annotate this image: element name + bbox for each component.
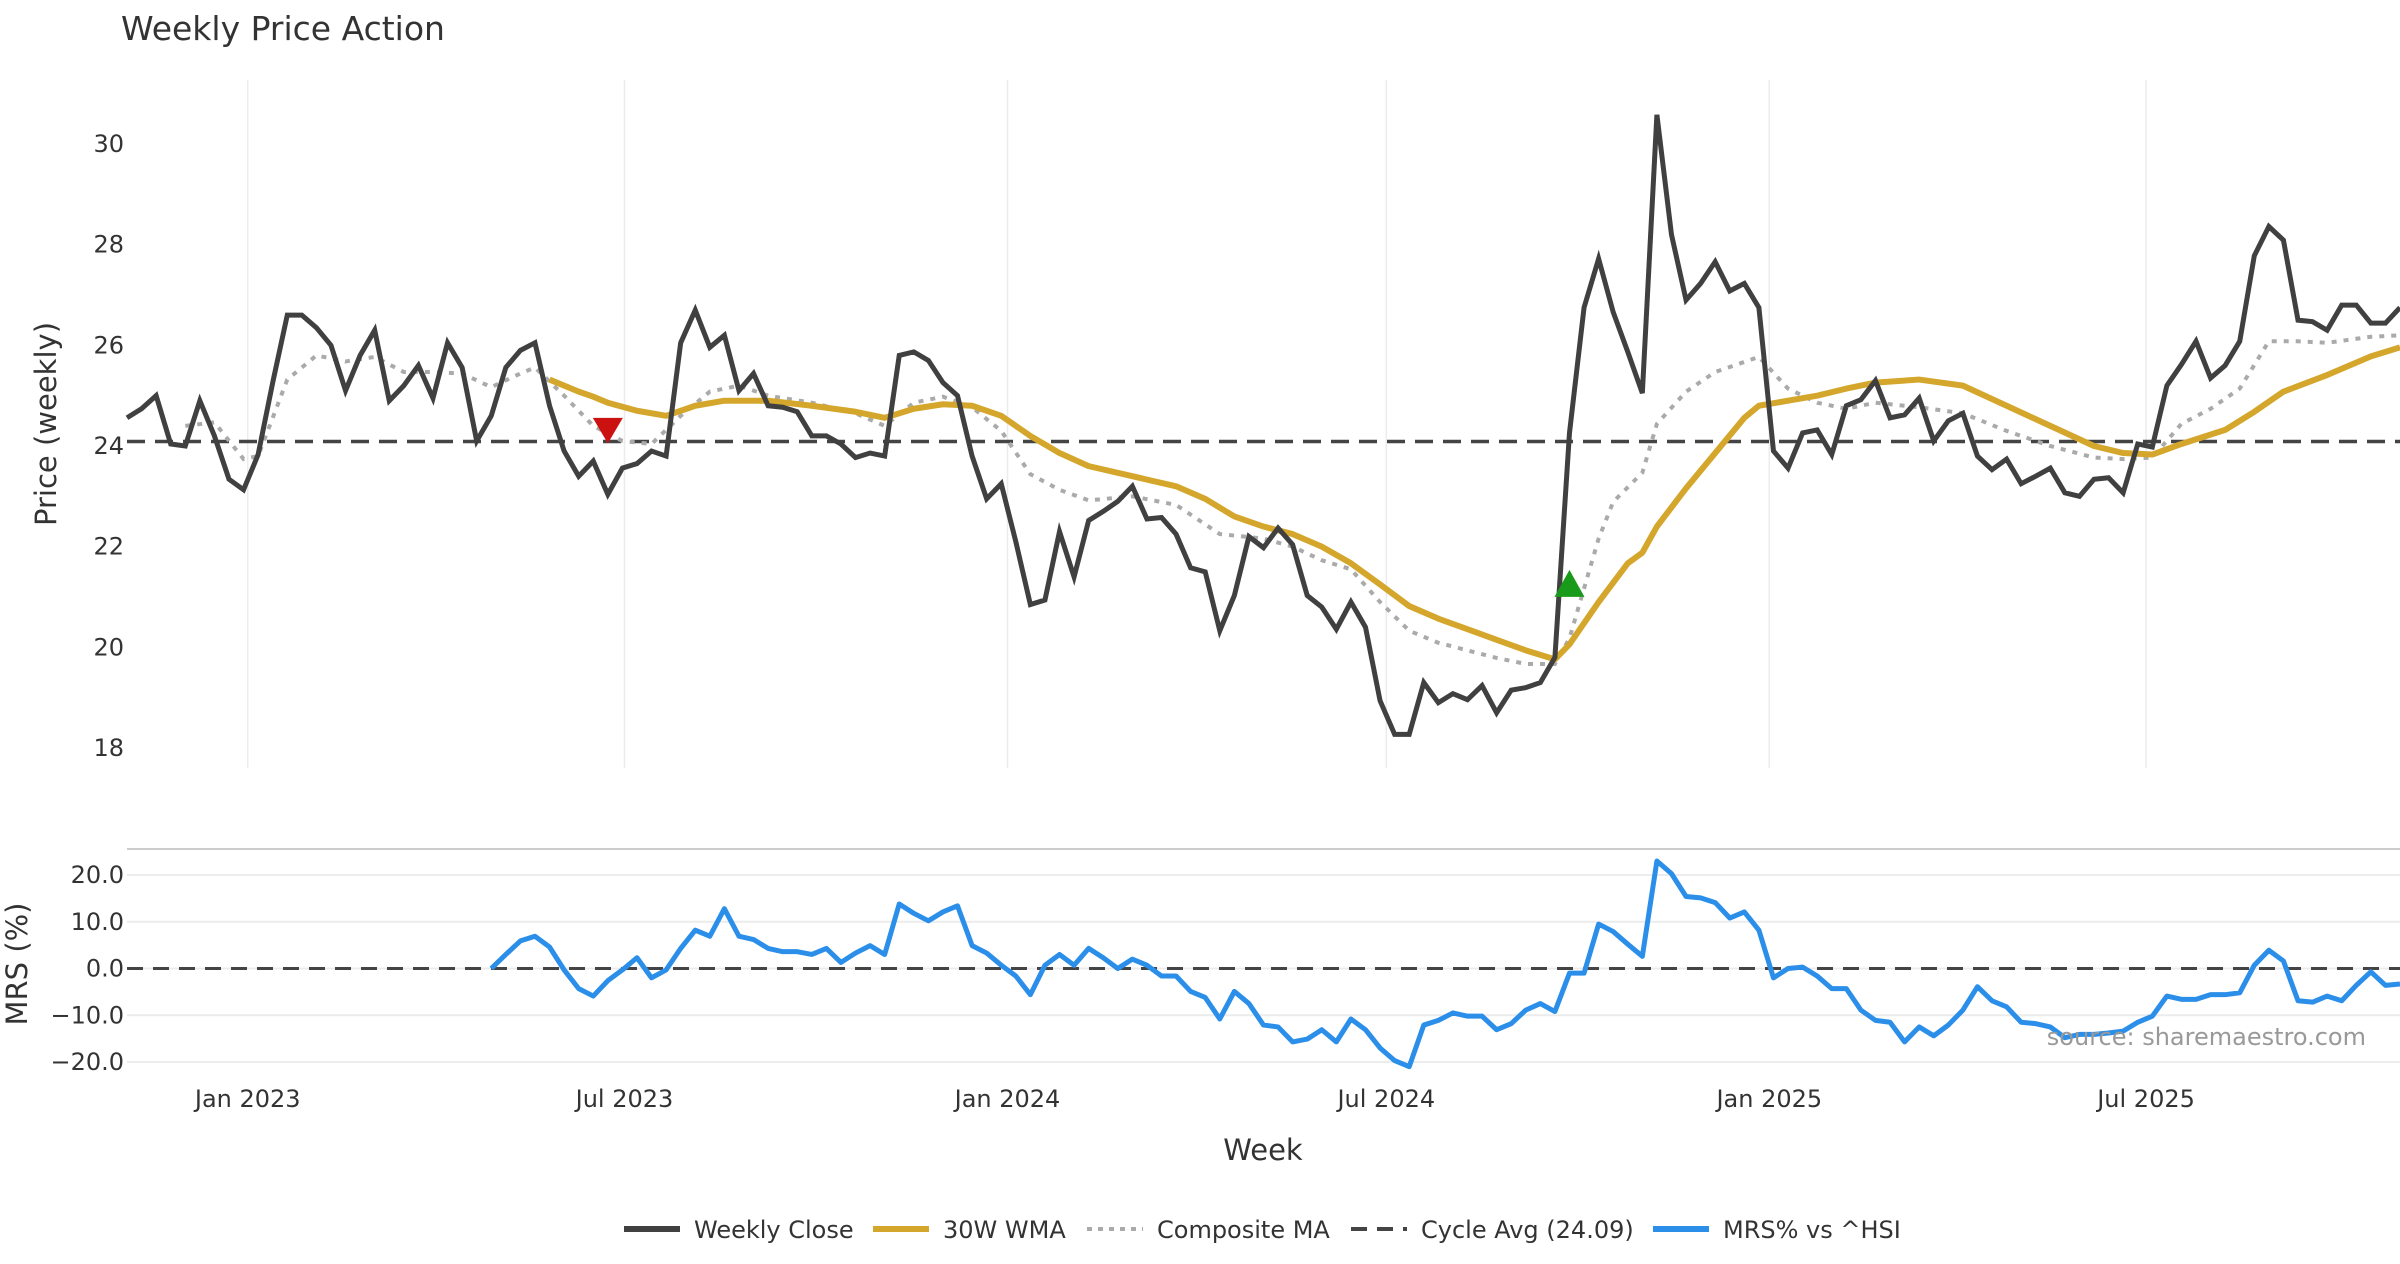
mrs-y-ticks: 20.0 10.0 0.0 −10.0 −20.0 (50, 861, 124, 1076)
chart-title: Weekly Price Action (121, 9, 445, 48)
x-tick-label: Jan 2023 (193, 1085, 301, 1113)
x-tick-label: Jan 2024 (953, 1085, 1061, 1113)
x-tick-label: Jul 2024 (1335, 1085, 1435, 1113)
mrs-y-tick-label: 0.0 (86, 955, 124, 983)
price-gridlines (246, 80, 2147, 768)
price-series (125, 114, 2400, 737)
x-ticks: Jan 2023 Jul 2023 Jan 2024 Jul 2024 Jan 2025… (193, 1085, 2195, 1113)
legend-label: Weekly Close (694, 1216, 854, 1244)
buy-signal-marker (1554, 569, 1585, 597)
weekly-close-line (125, 114, 2400, 737)
legend-label: Cycle Avg (24.09) (1421, 1216, 1634, 1244)
mrs-y-tick-label: −20.0 (50, 1048, 124, 1076)
price-y-tick-label: 20 (93, 633, 124, 661)
mrs-y-tick-label: 10.0 (71, 908, 124, 936)
x-axis-label: Week (1223, 1133, 1303, 1167)
price-y-tick-label: 26 (93, 331, 124, 359)
legend-label: Composite MA (1157, 1216, 1330, 1244)
price-y-tick-label: 24 (93, 432, 124, 460)
legend-item: Weekly Close (624, 1216, 854, 1244)
sell-signal-marker (592, 417, 623, 444)
wma-30w-line (548, 344, 2400, 663)
legend-item: 30W WMA (873, 1216, 1066, 1244)
mrs-y-tick-label: −10.0 (50, 1001, 124, 1029)
composite-ma-line (185, 333, 2400, 666)
mrs-y-axis-label: MRS (%) (0, 903, 34, 1026)
legend-item: MRS% vs ^HSI (1653, 1216, 1901, 1244)
source-annotation: source: sharemaestro.com (2047, 1023, 2366, 1051)
mrs-line (489, 858, 2400, 1070)
price-y-tick-label: 28 (93, 231, 124, 259)
price-y-tick-label: 18 (93, 734, 124, 762)
price-y-tick-label: 22 (93, 533, 124, 561)
legend: Weekly Close 30W WMA Composite MA Cycle Avg… (624, 1216, 1901, 1244)
x-tick-label: Jul 2025 (2095, 1085, 2195, 1113)
price-y-axis-label: Price (weekly) (29, 322, 63, 526)
mrs-y-tick-label: 20.0 (71, 861, 124, 889)
price-y-ticks: 18 20 22 24 26 28 30 (93, 130, 124, 762)
x-tick-label: Jul 2023 (574, 1085, 674, 1113)
legend-item: Composite MA (1087, 1216, 1330, 1244)
price-y-tick-label: 30 (93, 130, 124, 158)
x-tick-label: Jan 2025 (1714, 1085, 1822, 1113)
legend-label: 30W WMA (943, 1216, 1066, 1244)
legend-item: Cycle Avg (24.09) (1351, 1216, 1634, 1244)
legend-label: MRS% vs ^HSI (1723, 1216, 1901, 1244)
mrs-series (127, 858, 2400, 1070)
